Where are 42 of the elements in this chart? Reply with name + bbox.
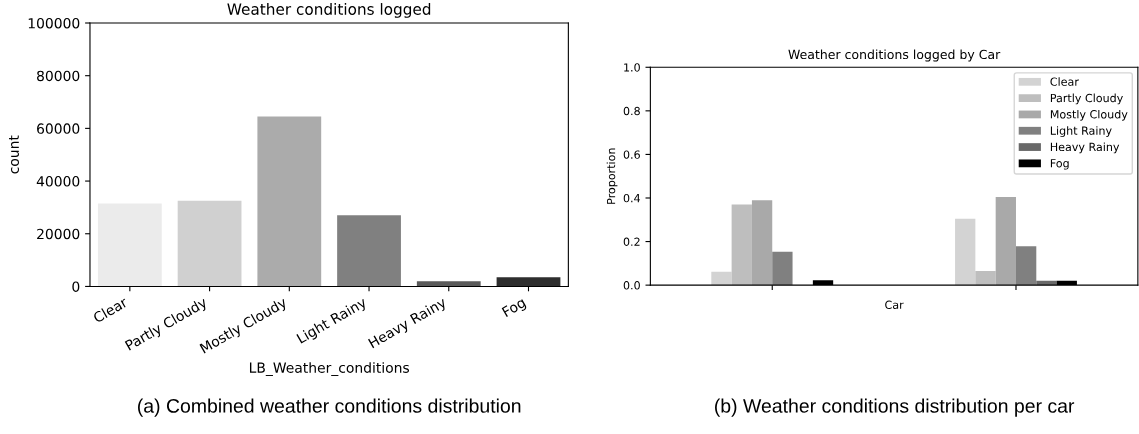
y-tick-label: 0.4 (623, 193, 641, 203)
bar (772, 251, 793, 286)
text: (b) Weather conditions distribution per car (715, 398, 1075, 417)
y-tick-label: 1.0 (624, 63, 640, 72)
y-tick-label: 100000 (28, 17, 80, 29)
y-tick-label: 0.8 (623, 106, 640, 116)
y-tick-label: 0.0 (623, 281, 640, 290)
x-axis-title: LB_Weather_conditions (249, 362, 410, 376)
text: (a) Combined weather conditions distribution (138, 398, 521, 417)
y-tick-label: 0 (72, 281, 80, 292)
bar (97, 203, 162, 287)
legend-label: Partly Cloudy (1050, 93, 1123, 105)
y-tick-label: 80000 (37, 70, 80, 82)
legend-label: Fog (1050, 159, 1069, 170)
legend-label: Heavy Rainy (1050, 142, 1120, 154)
bar (416, 281, 481, 287)
bar (995, 196, 1016, 286)
y-tick-label: 0.6 (623, 150, 640, 159)
x-axis-title: Car (885, 300, 904, 310)
legend-label: Clear (1050, 77, 1079, 86)
bar (177, 200, 242, 287)
legend-label: Mostly Cloudy (1050, 109, 1128, 121)
bar (1015, 246, 1037, 286)
y-tick-label: 20000 (37, 228, 80, 240)
bar (751, 200, 773, 286)
bar (955, 218, 976, 286)
x-tick-label: Clear (92, 296, 129, 324)
bar (975, 270, 996, 286)
bar (337, 215, 401, 287)
legend-label: Light Rainy (1050, 126, 1112, 137)
y-tick-label: 60000 (37, 123, 80, 134)
y-tick-label: 40000 (36, 176, 80, 187)
chart-title: Weather conditions logged (227, 3, 431, 18)
x-tick-label: Fog (501, 297, 528, 320)
bar (711, 271, 732, 286)
chart-title: Weather conditions logged by Car (788, 49, 1001, 62)
bar (257, 116, 322, 287)
bar (731, 204, 752, 286)
y-tick-label: 0.2 (623, 237, 640, 246)
y-axis-title: Proportion (606, 148, 618, 204)
bar (496, 277, 561, 287)
y-axis-title: count (9, 135, 19, 174)
